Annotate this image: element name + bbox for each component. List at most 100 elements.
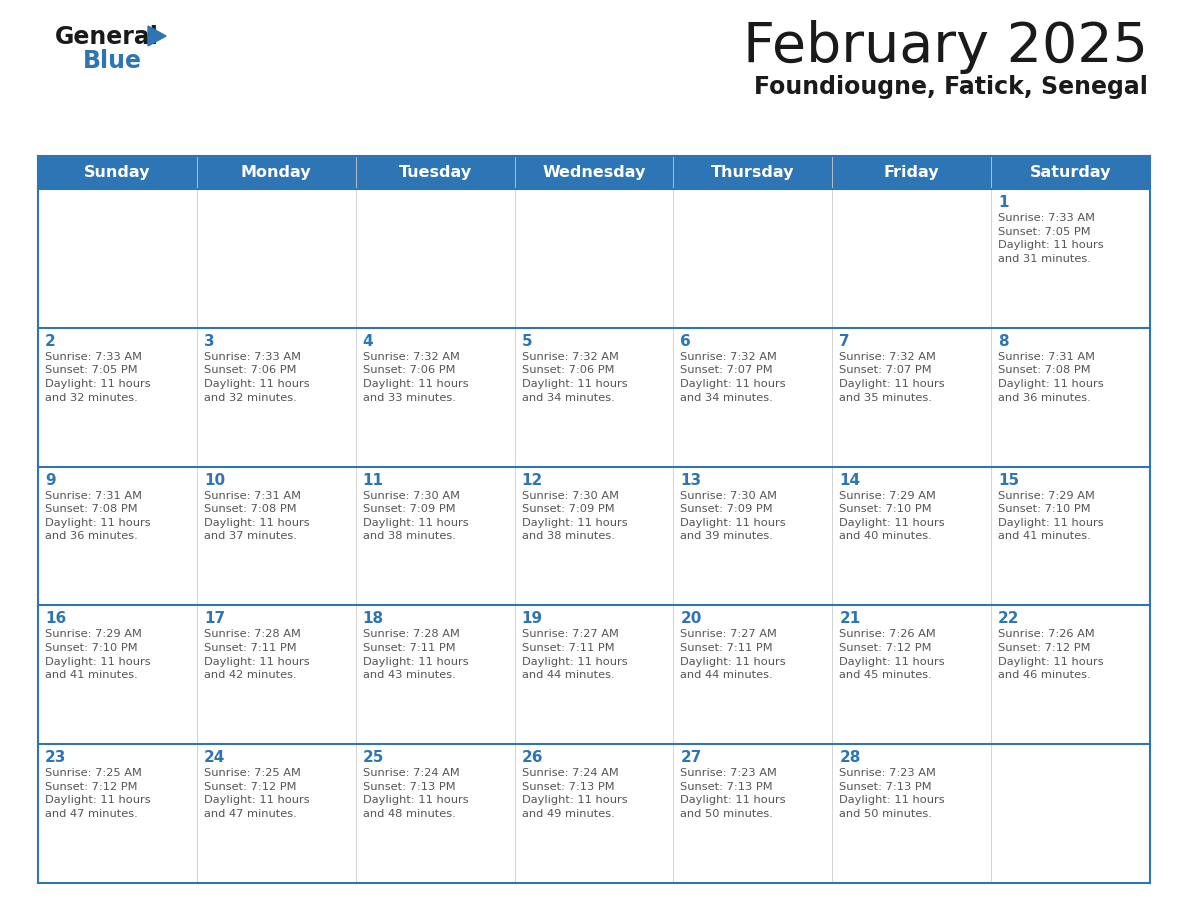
Bar <box>991 744 1150 883</box>
Text: 18: 18 <box>362 611 384 626</box>
Text: February 2025: February 2025 <box>742 20 1148 74</box>
Bar <box>833 189 991 328</box>
Bar <box>38 466 1150 605</box>
Text: Sunrise: 7:27 AM
Sunset: 7:11 PM
Daylight: 11 hours
and 44 minutes.: Sunrise: 7:27 AM Sunset: 7:11 PM Dayligh… <box>522 630 627 680</box>
Text: Saturday: Saturday <box>1030 165 1111 180</box>
Text: 22: 22 <box>998 611 1019 626</box>
Bar <box>355 744 514 883</box>
Text: 8: 8 <box>998 334 1009 349</box>
Text: Sunday: Sunday <box>84 165 151 180</box>
Text: 23: 23 <box>45 750 67 766</box>
Text: 27: 27 <box>681 750 702 766</box>
Text: 19: 19 <box>522 611 543 626</box>
Bar <box>991 328 1150 466</box>
Text: Sunrise: 7:32 AM
Sunset: 7:06 PM
Daylight: 11 hours
and 33 minutes.: Sunrise: 7:32 AM Sunset: 7:06 PM Dayligh… <box>362 352 468 403</box>
Text: Sunrise: 7:30 AM
Sunset: 7:09 PM
Daylight: 11 hours
and 38 minutes.: Sunrise: 7:30 AM Sunset: 7:09 PM Dayligh… <box>522 490 627 542</box>
Text: Sunrise: 7:33 AM
Sunset: 7:05 PM
Daylight: 11 hours
and 31 minutes.: Sunrise: 7:33 AM Sunset: 7:05 PM Dayligh… <box>998 213 1104 263</box>
Text: Sunrise: 7:27 AM
Sunset: 7:11 PM
Daylight: 11 hours
and 44 minutes.: Sunrise: 7:27 AM Sunset: 7:11 PM Dayligh… <box>681 630 786 680</box>
Text: 26: 26 <box>522 750 543 766</box>
Bar <box>991 466 1150 605</box>
Bar <box>38 466 197 605</box>
Text: Friday: Friday <box>884 165 940 180</box>
Text: 4: 4 <box>362 334 373 349</box>
Text: 17: 17 <box>204 611 225 626</box>
Text: 13: 13 <box>681 473 702 487</box>
Text: Sunrise: 7:30 AM
Sunset: 7:09 PM
Daylight: 11 hours
and 39 minutes.: Sunrise: 7:30 AM Sunset: 7:09 PM Dayligh… <box>681 490 786 542</box>
Text: Sunrise: 7:28 AM
Sunset: 7:11 PM
Daylight: 11 hours
and 43 minutes.: Sunrise: 7:28 AM Sunset: 7:11 PM Dayligh… <box>362 630 468 680</box>
Text: Sunrise: 7:32 AM
Sunset: 7:07 PM
Daylight: 11 hours
and 35 minutes.: Sunrise: 7:32 AM Sunset: 7:07 PM Dayligh… <box>839 352 944 403</box>
Text: Wednesday: Wednesday <box>542 165 646 180</box>
Text: Sunrise: 7:28 AM
Sunset: 7:11 PM
Daylight: 11 hours
and 42 minutes.: Sunrise: 7:28 AM Sunset: 7:11 PM Dayligh… <box>204 630 310 680</box>
Bar <box>833 466 991 605</box>
Bar <box>197 466 355 605</box>
Text: 12: 12 <box>522 473 543 487</box>
Text: Sunrise: 7:23 AM
Sunset: 7:13 PM
Daylight: 11 hours
and 50 minutes.: Sunrise: 7:23 AM Sunset: 7:13 PM Dayligh… <box>839 768 944 819</box>
Bar <box>197 328 355 466</box>
Bar <box>514 605 674 744</box>
Bar <box>38 744 197 883</box>
Text: Sunrise: 7:25 AM
Sunset: 7:12 PM
Daylight: 11 hours
and 47 minutes.: Sunrise: 7:25 AM Sunset: 7:12 PM Dayligh… <box>45 768 151 819</box>
Text: Sunrise: 7:30 AM
Sunset: 7:09 PM
Daylight: 11 hours
and 38 minutes.: Sunrise: 7:30 AM Sunset: 7:09 PM Dayligh… <box>362 490 468 542</box>
Text: 15: 15 <box>998 473 1019 487</box>
Bar <box>355 605 514 744</box>
Text: Sunrise: 7:24 AM
Sunset: 7:13 PM
Daylight: 11 hours
and 49 minutes.: Sunrise: 7:24 AM Sunset: 7:13 PM Dayligh… <box>522 768 627 819</box>
Text: 16: 16 <box>45 611 67 626</box>
Bar <box>514 189 674 328</box>
Bar <box>38 605 1150 744</box>
Bar <box>514 744 674 883</box>
Text: 11: 11 <box>362 473 384 487</box>
Bar <box>38 328 197 466</box>
Text: 9: 9 <box>45 473 56 487</box>
Text: Sunrise: 7:32 AM
Sunset: 7:07 PM
Daylight: 11 hours
and 34 minutes.: Sunrise: 7:32 AM Sunset: 7:07 PM Dayligh… <box>681 352 786 403</box>
Text: 5: 5 <box>522 334 532 349</box>
Bar <box>38 744 1150 883</box>
Text: 7: 7 <box>839 334 849 349</box>
Bar <box>355 189 514 328</box>
Text: Sunrise: 7:29 AM
Sunset: 7:10 PM
Daylight: 11 hours
and 40 minutes.: Sunrise: 7:29 AM Sunset: 7:10 PM Dayligh… <box>839 490 944 542</box>
Bar <box>674 328 833 466</box>
Text: Sunrise: 7:25 AM
Sunset: 7:12 PM
Daylight: 11 hours
and 47 minutes.: Sunrise: 7:25 AM Sunset: 7:12 PM Dayligh… <box>204 768 310 819</box>
Bar <box>38 156 1150 189</box>
Text: Sunrise: 7:31 AM
Sunset: 7:08 PM
Daylight: 11 hours
and 36 minutes.: Sunrise: 7:31 AM Sunset: 7:08 PM Dayligh… <box>45 490 151 542</box>
Bar <box>674 605 833 744</box>
Text: Sunrise: 7:32 AM
Sunset: 7:06 PM
Daylight: 11 hours
and 34 minutes.: Sunrise: 7:32 AM Sunset: 7:06 PM Dayligh… <box>522 352 627 403</box>
Text: 21: 21 <box>839 611 860 626</box>
Text: Sunrise: 7:33 AM
Sunset: 7:06 PM
Daylight: 11 hours
and 32 minutes.: Sunrise: 7:33 AM Sunset: 7:06 PM Dayligh… <box>204 352 310 403</box>
Bar <box>674 189 833 328</box>
Bar <box>833 605 991 744</box>
Bar <box>674 466 833 605</box>
Bar <box>38 189 1150 328</box>
Bar <box>38 605 197 744</box>
Polygon shape <box>148 26 166 46</box>
Bar <box>833 744 991 883</box>
Text: 14: 14 <box>839 473 860 487</box>
Text: Sunrise: 7:26 AM
Sunset: 7:12 PM
Daylight: 11 hours
and 45 minutes.: Sunrise: 7:26 AM Sunset: 7:12 PM Dayligh… <box>839 630 944 680</box>
Text: Tuesday: Tuesday <box>399 165 472 180</box>
Text: 2: 2 <box>45 334 56 349</box>
Bar <box>355 466 514 605</box>
Text: 25: 25 <box>362 750 384 766</box>
Text: 6: 6 <box>681 334 691 349</box>
Bar <box>38 189 197 328</box>
Text: 24: 24 <box>204 750 226 766</box>
Bar <box>991 189 1150 328</box>
Bar <box>197 744 355 883</box>
Text: Sunrise: 7:33 AM
Sunset: 7:05 PM
Daylight: 11 hours
and 32 minutes.: Sunrise: 7:33 AM Sunset: 7:05 PM Dayligh… <box>45 352 151 403</box>
Bar <box>38 328 1150 466</box>
Text: Sunrise: 7:31 AM
Sunset: 7:08 PM
Daylight: 11 hours
and 36 minutes.: Sunrise: 7:31 AM Sunset: 7:08 PM Dayligh… <box>998 352 1104 403</box>
Text: Thursday: Thursday <box>712 165 795 180</box>
Text: Sunrise: 7:29 AM
Sunset: 7:10 PM
Daylight: 11 hours
and 41 minutes.: Sunrise: 7:29 AM Sunset: 7:10 PM Dayligh… <box>45 630 151 680</box>
Text: Sunrise: 7:26 AM
Sunset: 7:12 PM
Daylight: 11 hours
and 46 minutes.: Sunrise: 7:26 AM Sunset: 7:12 PM Dayligh… <box>998 630 1104 680</box>
Text: Sunrise: 7:24 AM
Sunset: 7:13 PM
Daylight: 11 hours
and 48 minutes.: Sunrise: 7:24 AM Sunset: 7:13 PM Dayligh… <box>362 768 468 819</box>
Text: Blue: Blue <box>83 49 143 73</box>
Text: 10: 10 <box>204 473 225 487</box>
Text: Monday: Monday <box>241 165 311 180</box>
Text: 20: 20 <box>681 611 702 626</box>
Bar <box>197 605 355 744</box>
Bar <box>355 328 514 466</box>
Bar <box>674 744 833 883</box>
Bar <box>833 328 991 466</box>
Bar <box>514 328 674 466</box>
Text: 28: 28 <box>839 750 860 766</box>
Text: General: General <box>55 25 159 49</box>
